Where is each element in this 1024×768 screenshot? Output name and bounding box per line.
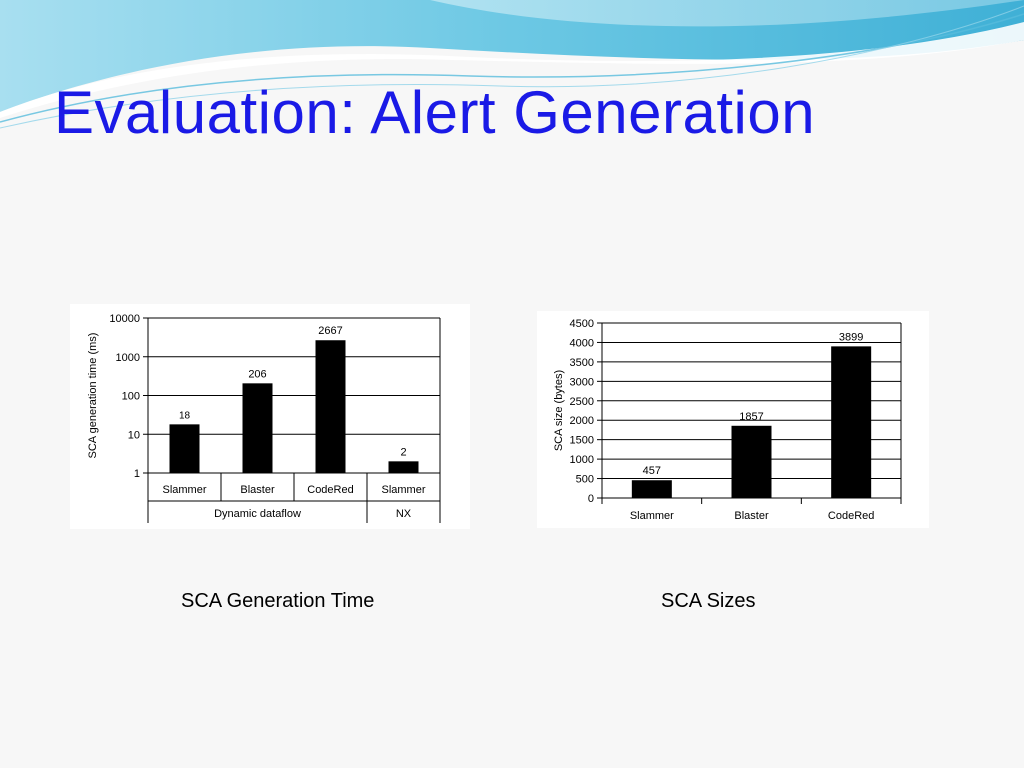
- bar-data-label: 18: [179, 410, 191, 421]
- x-tick-label: Slammer: [630, 510, 674, 522]
- bar: [388, 461, 419, 473]
- group-label: Dynamic dataflow: [214, 508, 301, 520]
- y-tick-label: 1000: [116, 352, 140, 364]
- y-axis-label: SCA size (bytes): [553, 370, 565, 451]
- sca-sizes-svg: 0 500 1000 1500 2000 2500 3000 3500 4000 4500 457 S…: [553, 318, 902, 522]
- y-tick-label: 1000: [570, 454, 594, 466]
- bar: [315, 340, 346, 473]
- bar-data-label: 2667: [318, 325, 342, 337]
- bar-data-label: 3899: [839, 331, 863, 343]
- sca-sizes-chart: 0 500 1000 1500 2000 2500 3000 3500 4000 4500 457 S…: [537, 311, 929, 528]
- y-tick-label: 0: [588, 493, 594, 505]
- x-tick-label: CodeRed: [828, 510, 874, 522]
- y-tick-label: 10000: [109, 313, 140, 325]
- y-tick-label: 10: [128, 429, 140, 441]
- y-tick-label: 4500: [570, 318, 594, 330]
- x-tick-label: Slammer: [162, 484, 206, 496]
- slide-title: Evaluation: Alert Generation: [54, 79, 816, 146]
- group-label: NX: [396, 508, 412, 520]
- sca-generation-time-svg: 1 10 100 1000 10000 18 Slammer 206 Blaster 2667 Co…: [87, 313, 441, 523]
- sca-generation-time-chart: 1 10 100 1000 10000 18 Slammer 206 Blaster 2667 Co…: [70, 304, 470, 529]
- y-tick-label: 2500: [570, 396, 594, 408]
- bar: [631, 480, 672, 498]
- x-tick-label: CodeRed: [307, 484, 353, 496]
- y-tick-label: 1: [134, 468, 140, 480]
- y-axis-label: SCA generation time (ms): [87, 333, 99, 459]
- bar: [169, 424, 200, 473]
- caption-sca-sizes: SCA Sizes: [661, 590, 756, 612]
- bar: [731, 425, 772, 498]
- y-tick-label: 1500: [570, 435, 594, 447]
- y-tick-label: 3000: [570, 376, 594, 388]
- y-tick-label: 2000: [570, 415, 594, 427]
- x-tick-label: Slammer: [381, 484, 425, 496]
- x-tick-label: Blaster: [240, 484, 275, 496]
- y-tick-label: 4000: [570, 337, 594, 349]
- x-tick-label: Blaster: [734, 510, 769, 522]
- bar: [242, 383, 273, 473]
- y-tick-label: 3500: [570, 357, 594, 369]
- background-wave: [0, 0, 1024, 129]
- y-tick-label: 100: [122, 391, 140, 403]
- bar-data-label: 1857: [739, 411, 763, 423]
- caption-sca-generation-time: SCA Generation Time: [181, 590, 375, 612]
- bar: [831, 346, 872, 498]
- bar-data-label: 457: [643, 465, 661, 477]
- y-tick-label: 500: [576, 474, 594, 486]
- bar-data-label: 206: [248, 368, 266, 380]
- bar-data-label: 2: [400, 446, 406, 458]
